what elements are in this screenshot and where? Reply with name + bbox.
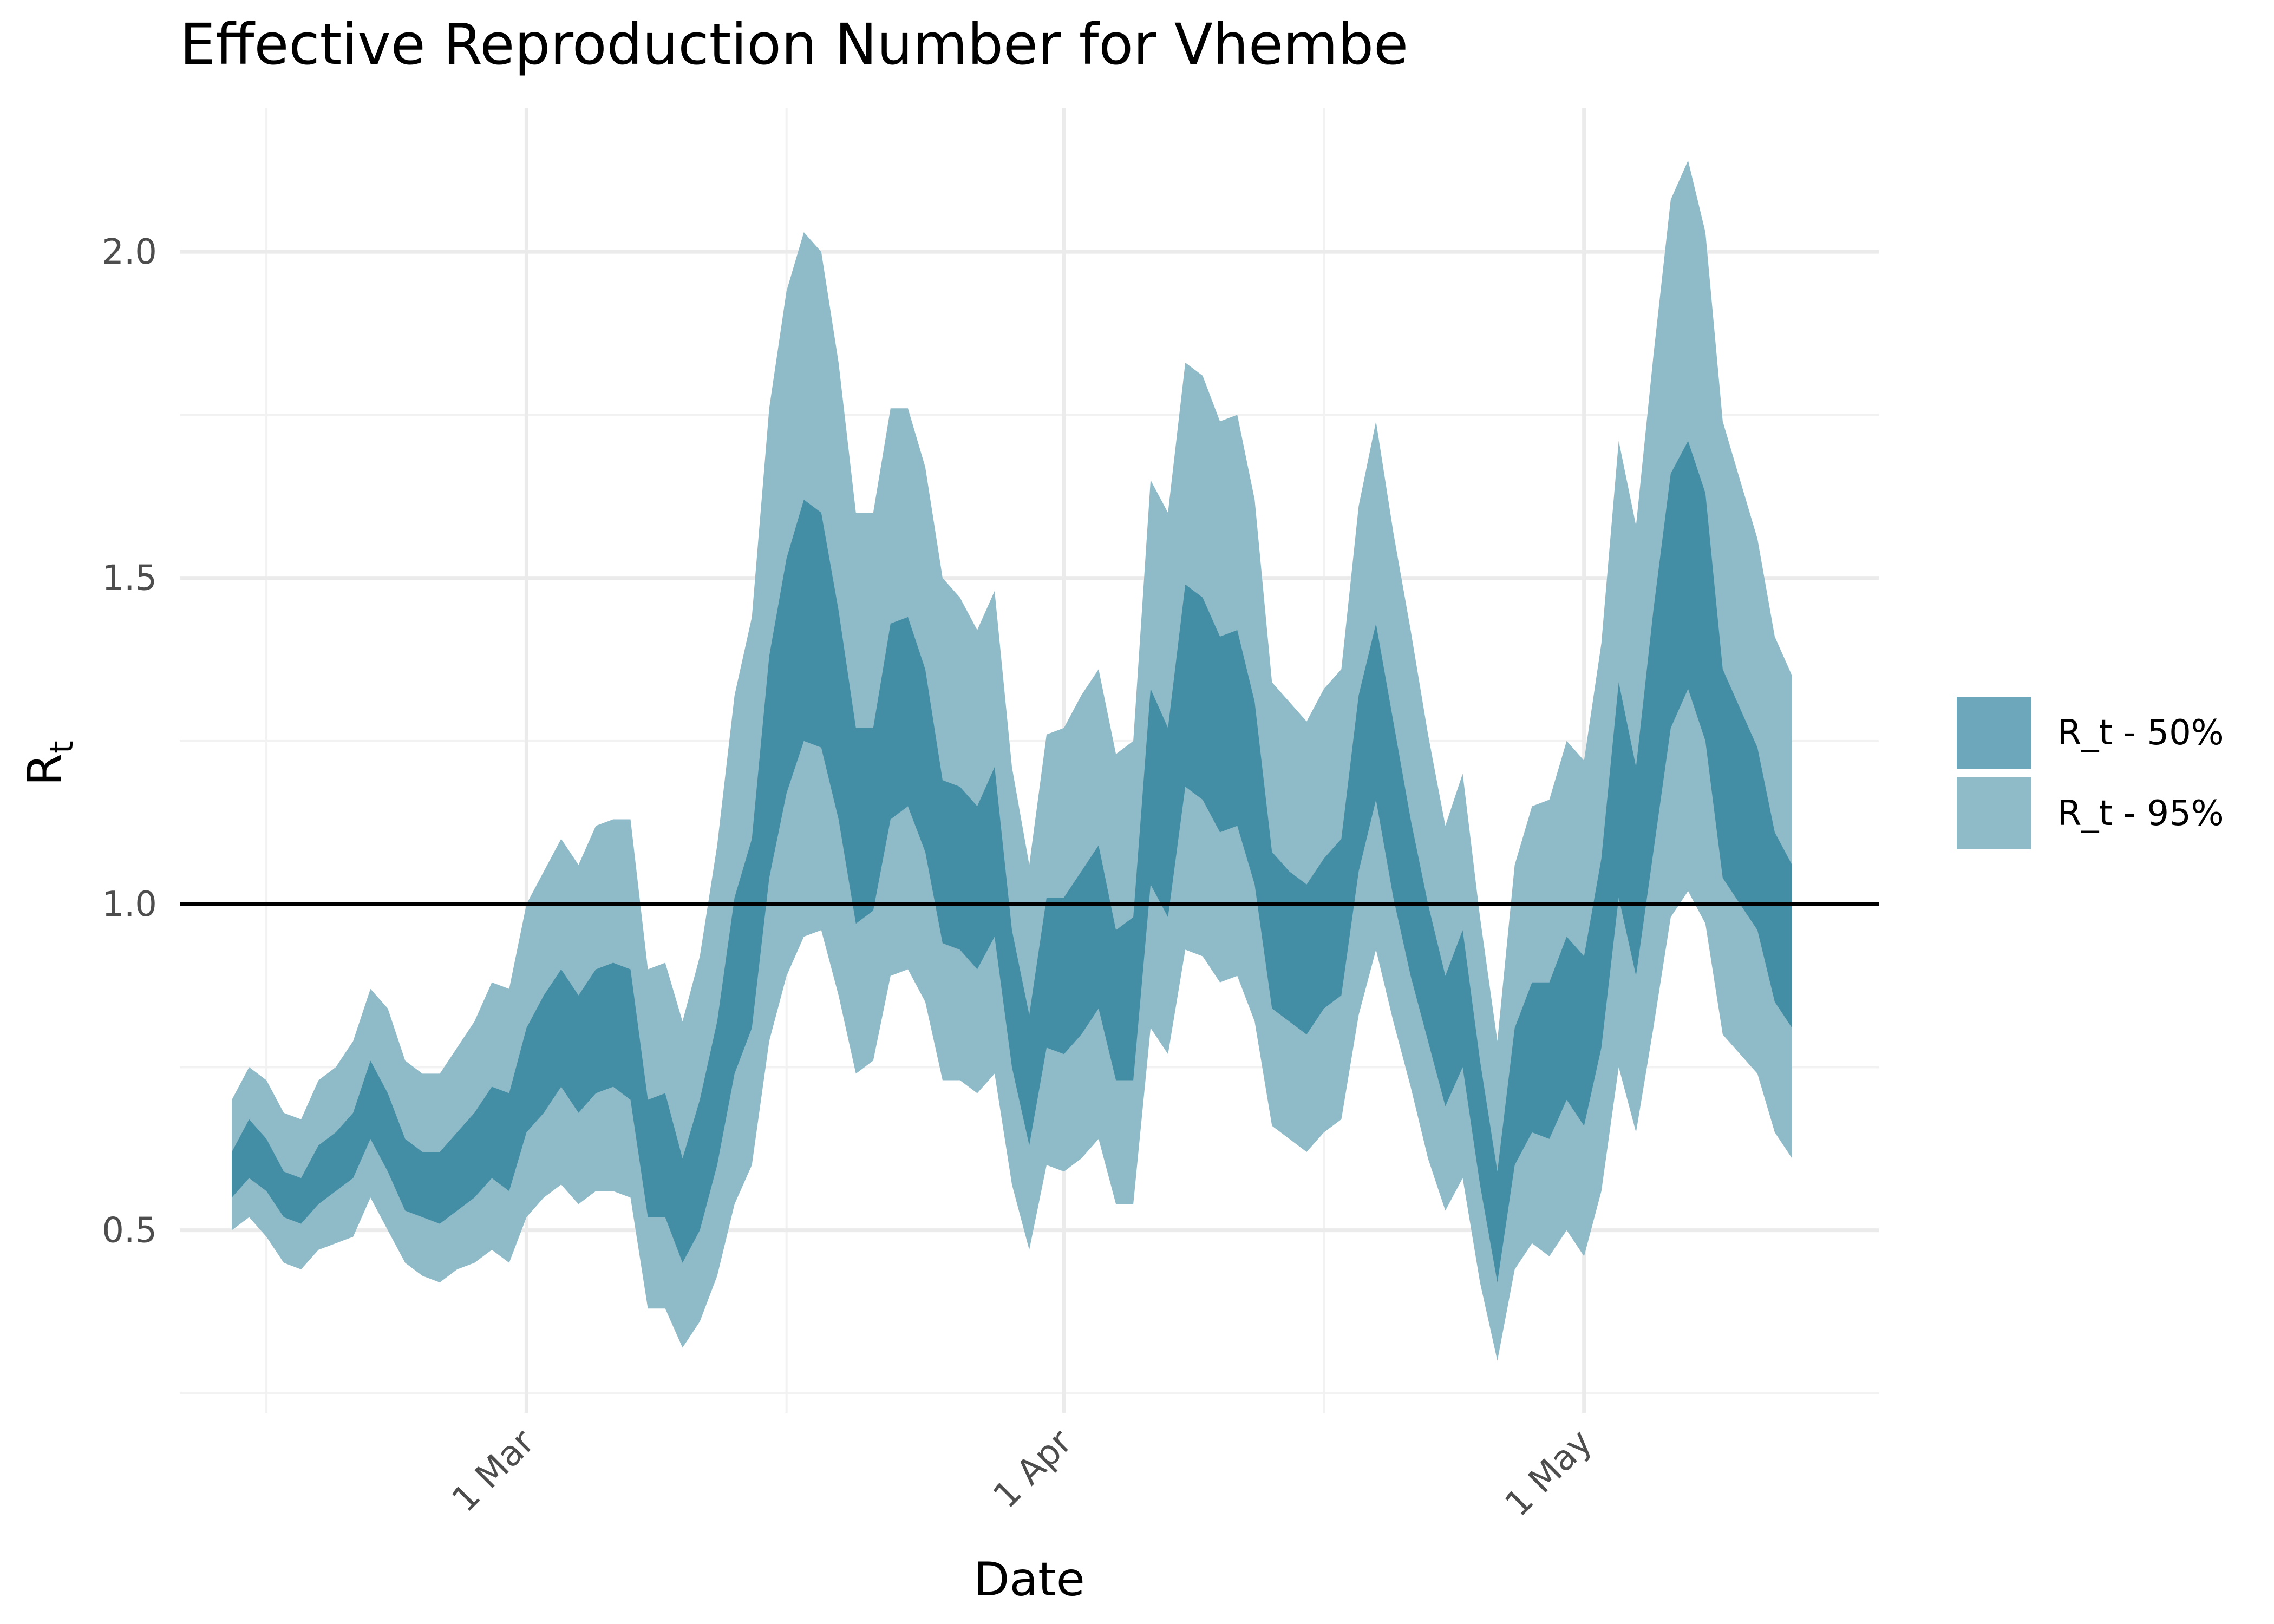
- y-axis-title-base: R: [18, 754, 72, 786]
- y-tick-label-2: 1.5: [102, 559, 157, 599]
- band-50: [232, 441, 1792, 1282]
- y-axis-title: Rt: [18, 741, 81, 785]
- legend-label-95: R_t - 95%: [2057, 794, 2224, 834]
- chart-title: Effective Reproduction Number for Vhembe: [180, 11, 1408, 77]
- y-tick-label-0: 0.5: [102, 1211, 157, 1251]
- y-axis-title-subscript: t: [43, 741, 81, 754]
- x-axis-title: Date: [973, 1553, 1085, 1607]
- ribbon-bands: [232, 160, 1792, 1361]
- y-tick-label-3: 2.0: [102, 232, 157, 272]
- legend-label-50: R_t - 50%: [2057, 713, 2224, 753]
- y-tick-labels: 0.5 1.0 1.5 2.0: [102, 232, 157, 1251]
- y-tick-label-1: 1.0: [102, 885, 157, 925]
- legend-key-50: [1957, 697, 2031, 769]
- legend: R_t - 50% R_t - 95%: [1957, 697, 2224, 849]
- legend-key-95: [1957, 777, 2031, 849]
